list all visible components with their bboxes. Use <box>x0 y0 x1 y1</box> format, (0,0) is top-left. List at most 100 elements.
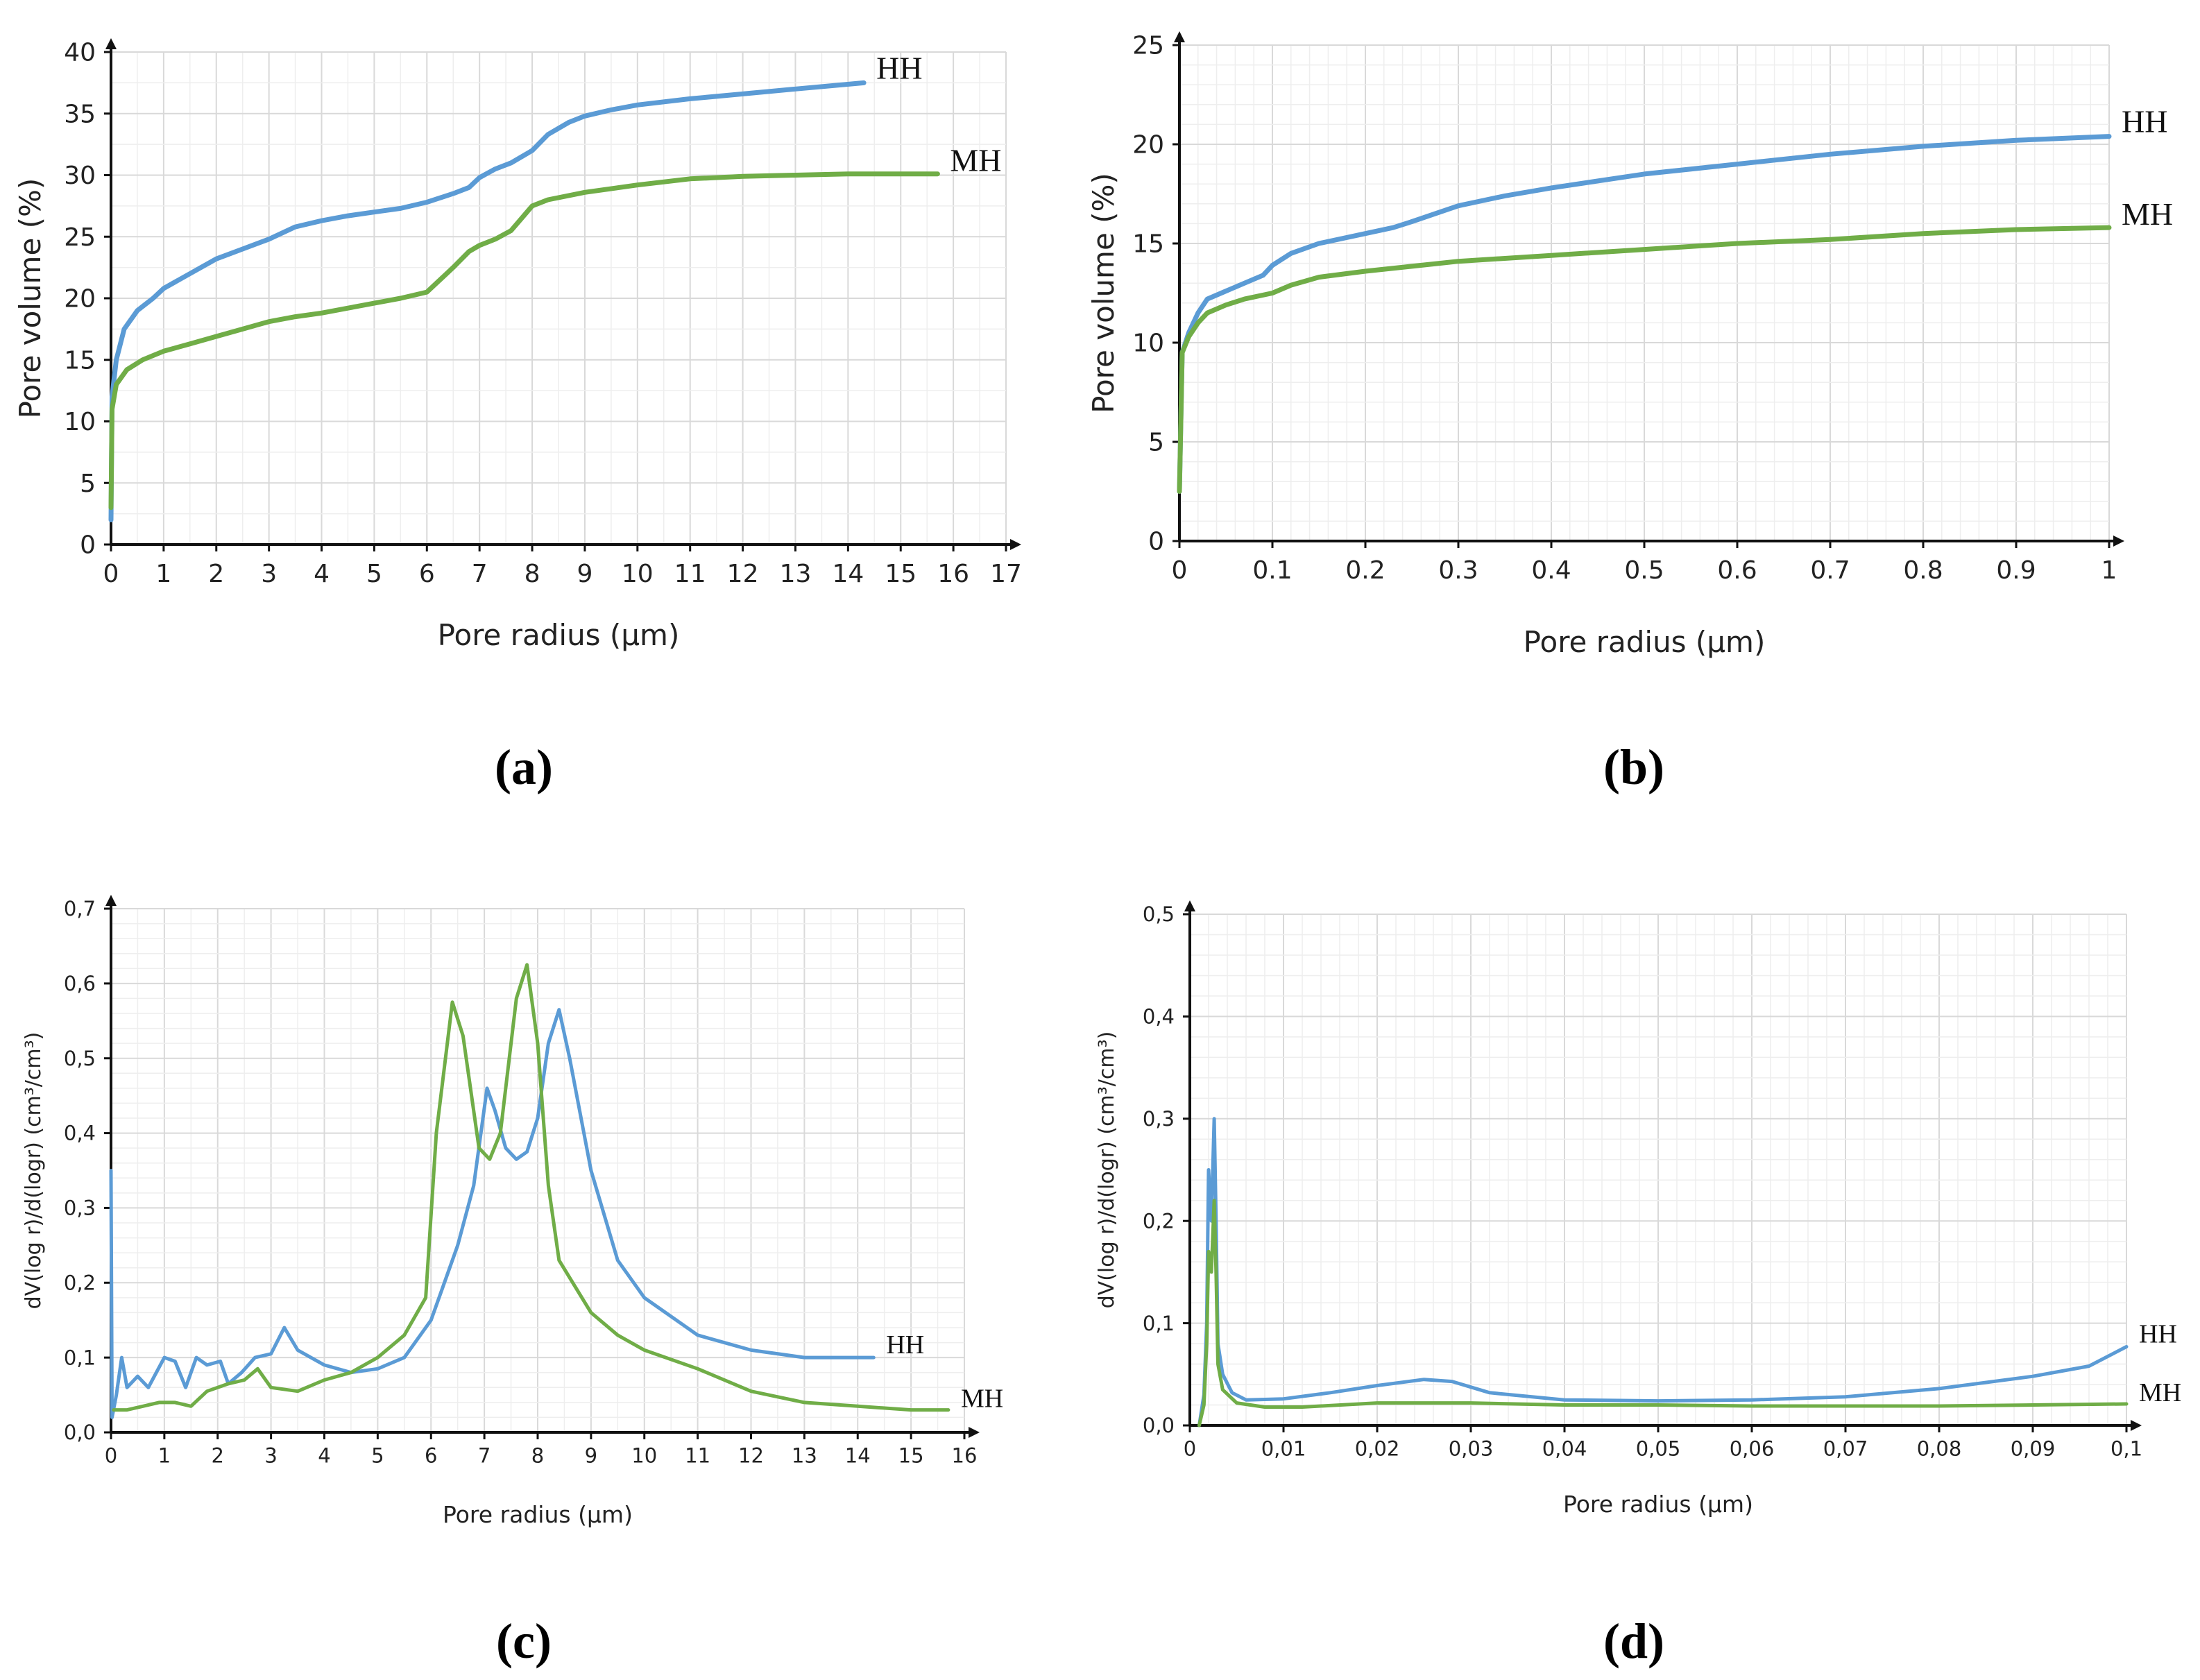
y-axis-label: Pore volume (%) <box>13 178 47 419</box>
x-axis-label: Pore radius (μm) <box>443 1501 633 1528</box>
x-tick-label: 11 <box>685 1444 710 1468</box>
y-tick-label: 0,6 <box>64 972 96 995</box>
y-tick-label: 30 <box>64 162 96 190</box>
panel-label: (a) <box>495 739 553 795</box>
x-tick-label: 2 <box>208 560 224 588</box>
panel-a: 0 1 2 3 4 5 6 7 8 9 10 11 12 13 14 15 16 1705101520253035… <box>13 38 1022 795</box>
x-tick-label: 10 <box>622 560 654 588</box>
x-tick-label: 0,04 <box>1542 1437 1587 1461</box>
x-tick-label: 0 <box>1172 556 1188 585</box>
y-tick-label: 20 <box>1132 131 1164 160</box>
x-tick-label: 8 <box>525 560 540 588</box>
y-axis-arrow-icon <box>1174 31 1185 42</box>
y-tick-label: 0,2 <box>1143 1209 1175 1233</box>
y-axis-label: dV(log r)/d(logr) (cm³/cm³) <box>22 1032 46 1310</box>
x-tick-label: 14 <box>832 560 864 588</box>
x-tick-label: 6 <box>425 1444 437 1468</box>
x-tick-label: 0 <box>103 560 119 588</box>
x-tick-label: 1 <box>155 560 171 588</box>
axes: 0 0,01 0,02 0,03 0,04 0,05 0,06 0,07 0,08 0,09 0,1… <box>1143 900 2142 1461</box>
x-tick-label: 15 <box>885 560 916 588</box>
x-tick-label: 0.9 <box>1996 556 2036 585</box>
y-tick-label: 0,3 <box>1143 1107 1175 1131</box>
x-tick-label: 0,03 <box>1449 1437 1494 1461</box>
x-tick-label: 4 <box>314 560 330 588</box>
x-tick-label: 12 <box>727 560 759 588</box>
panel-b: 0 0.1 0.2 0.3 0.4 0.5 0.6 0.7 0.8 0.9 10510152025P… <box>1086 31 2173 795</box>
y-tick-label: 0 <box>1148 528 1164 556</box>
x-tick-label: 15 <box>898 1444 924 1468</box>
series-label-mh: MH <box>950 143 1001 178</box>
grid <box>1179 44 2110 542</box>
series-label-mh: MH <box>2139 1378 2181 1407</box>
x-tick-label: 17 <box>990 560 1022 588</box>
x-axis-arrow-icon <box>2131 1420 2142 1431</box>
panel-c: 0 1 2 3 4 5 6 7 8 9 10 11 12 13 14 15 160,00,10,20,30,40… <box>22 895 1003 1669</box>
x-tick-label: 13 <box>780 560 812 588</box>
y-tick-label: 10 <box>1132 329 1164 358</box>
series-label-hh: HH <box>2139 1320 2177 1349</box>
y-tick-label: 40 <box>64 39 96 67</box>
grid <box>110 908 965 1433</box>
y-axis-arrow-icon <box>105 895 117 906</box>
series-line-mh <box>108 171 940 511</box>
x-tick-label: 0,08 <box>1917 1437 1962 1461</box>
y-axis-arrow-icon <box>1184 900 1195 911</box>
y-tick-label: 35 <box>64 100 96 128</box>
x-tick-label: 0,09 <box>2011 1437 2056 1461</box>
x-axis-arrow-icon <box>1010 539 1021 550</box>
x-tick-label: 3 <box>261 560 277 588</box>
y-tick-label: 0,4 <box>64 1122 96 1145</box>
x-tick-label: 0,1 <box>2111 1437 2142 1461</box>
x-tick-label: 0 <box>1184 1437 1196 1461</box>
y-tick-label: 5 <box>1148 429 1164 457</box>
x-tick-label: 12 <box>738 1444 764 1468</box>
x-tick-label: 0.7 <box>1810 556 1850 585</box>
x-tick-label: 0.8 <box>1903 556 1943 585</box>
x-tick-label: 9 <box>585 1444 597 1468</box>
panel-d: 0 0,01 0,02 0,03 0,04 0,05 0,06 0,07 0,08 0,09 0,1… <box>1095 900 2181 1669</box>
series-line-mh <box>112 963 950 1412</box>
x-tick-label: 0,01 <box>1261 1437 1306 1461</box>
x-tick-label: 2 <box>212 1444 224 1468</box>
series-label-hh: HH <box>876 50 922 85</box>
series-label-hh: HH <box>886 1330 924 1360</box>
y-tick-label: 0,0 <box>64 1421 96 1444</box>
x-axis-label: Pore radius (μm) <box>1524 625 1766 659</box>
y-tick-label: 0,2 <box>64 1271 96 1294</box>
x-tick-label: 0,07 <box>1823 1437 1868 1461</box>
x-tick-label: 0,05 <box>1636 1437 1681 1461</box>
x-tick-label: 4 <box>318 1444 330 1468</box>
x-tick-label: 10 <box>631 1444 657 1468</box>
panel-label: (d) <box>1603 1613 1664 1669</box>
y-tick-label: 0,3 <box>64 1197 96 1220</box>
x-tick-label: 5 <box>366 560 382 588</box>
x-tick-label: 7 <box>472 560 488 588</box>
panel-label: (b) <box>1603 739 1664 795</box>
x-tick-label: 0.4 <box>1531 556 1571 585</box>
y-tick-label: 0,5 <box>64 1047 96 1070</box>
y-tick-label: 5 <box>80 470 96 498</box>
series-label-hh: HH <box>2122 104 2167 139</box>
x-tick-label: 0.6 <box>1717 556 1757 585</box>
x-tick-label: 14 <box>845 1444 871 1468</box>
series-line-hh <box>1177 134 2112 494</box>
x-tick-label: 8 <box>531 1444 544 1468</box>
y-tick-label: 0,5 <box>1143 902 1175 926</box>
x-tick-label: 11 <box>674 560 706 588</box>
series-line-hh <box>109 1008 876 1419</box>
series-label-mh: MH <box>961 1385 1003 1414</box>
series-line-hh <box>1197 1117 2129 1428</box>
y-tick-label: 0,0 <box>1143 1414 1175 1437</box>
x-axis-arrow-icon <box>969 1427 980 1438</box>
x-tick-label: 16 <box>952 1444 978 1468</box>
x-tick-label: 0,02 <box>1355 1437 1400 1461</box>
x-tick-label: 0,06 <box>1730 1437 1775 1461</box>
y-tick-label: 0,1 <box>64 1346 96 1369</box>
x-tick-label: 0.5 <box>1624 556 1664 585</box>
series-line-hh <box>108 80 867 522</box>
series-label-mh: MH <box>2122 196 2173 232</box>
y-tick-label: 25 <box>1132 32 1164 60</box>
